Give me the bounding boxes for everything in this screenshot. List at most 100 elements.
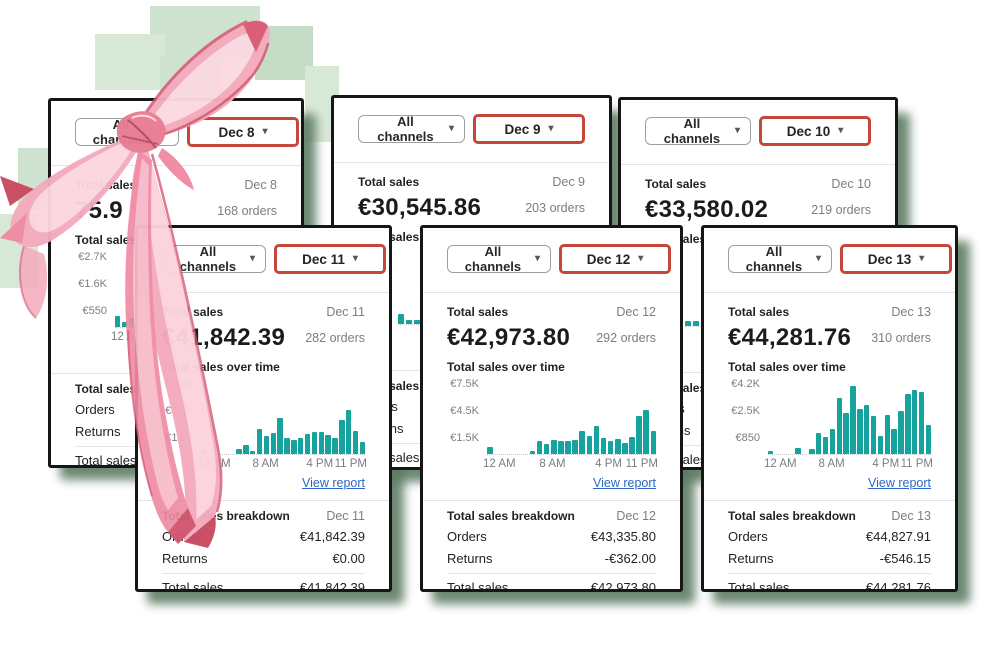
date-filter-button[interactable]: Dec 13 ▾ xyxy=(840,244,952,274)
y-tick: €2.5K xyxy=(731,405,760,417)
chart-bar xyxy=(816,433,822,454)
total-sales-label: Total sales xyxy=(728,305,790,319)
breakdown-total-row: Total sales xyxy=(75,453,137,468)
chart-bar xyxy=(243,445,249,454)
date-filter-button[interactable]: Dec 9 ▾ xyxy=(473,114,585,144)
chevron-down-icon: ▾ xyxy=(352,253,358,264)
x-tick: 12 AM xyxy=(764,458,797,470)
breakdown-returns-row: Returns xyxy=(75,424,121,439)
view-report-link[interactable]: View report xyxy=(593,476,656,490)
y-tick: €1.5K xyxy=(165,432,194,444)
chart-bar xyxy=(352,431,359,454)
green-halo-tile xyxy=(160,56,222,100)
channels-label: All channels xyxy=(92,117,150,147)
total-sales-amount: 75.9 xyxy=(75,197,123,224)
chart-bar xyxy=(250,451,256,454)
chart-bar xyxy=(565,441,571,454)
date-filter-button[interactable]: Dec 8 ▾ xyxy=(187,117,299,147)
chart-bar xyxy=(685,321,692,326)
card-header: All channels ▾ Dec 10 ▾ xyxy=(645,116,871,146)
bar-series xyxy=(202,378,366,454)
breakdown-returns-row: Returns -€546.15 xyxy=(728,551,931,566)
chart-bar xyxy=(298,438,304,454)
chart-bar xyxy=(550,440,557,454)
channels-button[interactable]: All channels ▾ xyxy=(728,244,832,274)
channels-button[interactable]: All channels ▾ xyxy=(358,114,465,144)
divider xyxy=(138,500,389,501)
chevron-down-icon: ▾ xyxy=(548,123,554,134)
total-sales-amount: €44,281.76 xyxy=(728,324,852,351)
divider xyxy=(423,500,680,501)
divider xyxy=(51,165,301,166)
date-label: Dec 8 xyxy=(218,124,255,140)
y-axis: €7.5K €4.5K €1.5K xyxy=(162,378,196,454)
chart-bar xyxy=(870,416,877,454)
chart-bar xyxy=(304,434,311,454)
chart-bar xyxy=(579,431,586,454)
chevron-down-icon: ▾ xyxy=(448,123,454,134)
chart-bar xyxy=(487,447,493,454)
sales-chart: €4.2K €2.5K €850 12 AM 8 AM 4 PM 11 PM xyxy=(728,378,933,472)
divider xyxy=(423,292,680,293)
chart-bar xyxy=(332,438,338,454)
chart-bar xyxy=(768,451,774,454)
y-axis: €7.5K €4.5K €1.5K xyxy=(447,378,481,454)
breakdown-total-row: Total sales €44,281.76 xyxy=(728,580,931,592)
chart-bar xyxy=(398,314,405,324)
view-report-link[interactable]: View report xyxy=(868,476,931,490)
chart-bar xyxy=(318,432,324,454)
x-tick: 8 AM xyxy=(818,458,845,470)
chart-bar xyxy=(529,451,536,454)
chart-bar xyxy=(891,429,897,454)
chart-bar xyxy=(836,398,842,454)
chart-bar xyxy=(829,429,836,454)
chevron-down-icon: ▾ xyxy=(534,253,540,264)
chart-bar xyxy=(339,420,345,454)
chevron-down-icon: ▾ xyxy=(919,253,925,264)
chart-bar xyxy=(600,438,607,454)
divider xyxy=(704,500,955,501)
channels-label: All channels xyxy=(179,244,237,274)
channels-button[interactable]: All channels ▾ xyxy=(75,117,179,147)
x-tick: 12 AM xyxy=(483,458,516,470)
chart-bar xyxy=(236,449,242,454)
breakdown-title: Total sales breakdown xyxy=(447,509,575,523)
chart-plot: 12 AM 8 AM 4 PM 11 PM xyxy=(198,378,367,470)
orders-count: 203 orders xyxy=(525,201,585,215)
date-filter-button[interactable]: Dec 12 ▾ xyxy=(559,244,671,274)
orders-count: 282 orders xyxy=(305,331,365,345)
total-sales-amount: €33,580.02 xyxy=(645,196,769,223)
date-text: Dec 12 xyxy=(616,305,656,319)
total-sales-label: Total sales xyxy=(645,177,707,191)
chart-bar xyxy=(346,410,352,454)
y-axis: €2.7K €1.6K €550 xyxy=(75,251,109,327)
chart-bar xyxy=(809,449,815,454)
channels-label: All channels xyxy=(464,244,522,274)
sales-chart: €7.5K €4.5K €1.5K 12 AM 8 AM 4 PM 11 PM xyxy=(162,378,367,472)
divider xyxy=(447,573,656,574)
channels-button[interactable]: All channels ▾ xyxy=(162,244,266,274)
view-report-link[interactable]: View report xyxy=(302,476,365,490)
sales-chart: €7.5K €4.5K €1.5K 12 AM 8 AM 4 PM 11 PM xyxy=(447,378,658,472)
chart-bar xyxy=(572,440,578,454)
chart-bar xyxy=(263,436,270,454)
date-text: Dec 11 xyxy=(326,509,365,523)
date-filter-button[interactable]: Dec 11 ▾ xyxy=(274,244,386,274)
date-filter-button[interactable]: Dec 10 ▾ xyxy=(759,116,871,146)
chart-bar xyxy=(405,320,413,324)
chart-bar xyxy=(607,441,614,454)
x-tick: 8 AM xyxy=(252,458,279,470)
green-halo-tile xyxy=(0,214,38,288)
divider xyxy=(728,573,931,574)
chart-bar xyxy=(558,441,564,454)
x-tick: 4 PM xyxy=(595,458,622,470)
y-tick: €550 xyxy=(82,305,107,317)
y-axis: €4.2K €2.5K €850 xyxy=(728,378,762,454)
card-header: All channels ▾ Dec 11 ▾ xyxy=(162,244,386,274)
sales-card-dec12: All channels ▾ Dec 12 ▾ Total sales Dec 1… xyxy=(420,225,683,592)
chart-bar xyxy=(311,432,318,454)
total-sales-label: Total sales xyxy=(447,305,509,319)
channels-button[interactable]: All channels ▾ xyxy=(447,244,551,274)
channels-button[interactable]: All channels ▾ xyxy=(645,116,751,146)
chart-bar xyxy=(864,405,870,454)
